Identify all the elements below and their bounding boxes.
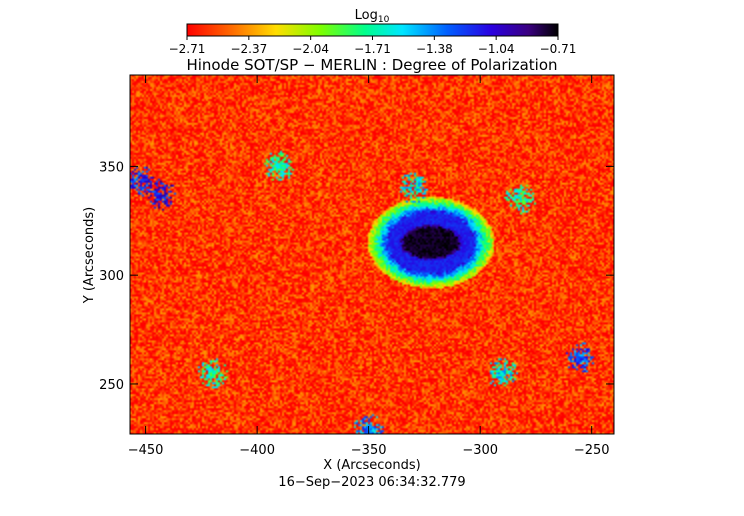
y-axis: 250 300 350 [99, 160, 614, 393]
colorbar-tick-label: −2.71 [169, 42, 206, 56]
y-tick-label: 300 [99, 269, 124, 284]
colorbar-tick-label: −1.38 [416, 42, 453, 56]
colorbar-tick-label: −2.37 [230, 42, 267, 56]
plot-frame [129, 74, 615, 435]
x-axis: −450 −400 −350 −300 −250 [128, 75, 610, 458]
colorbar-tick-label: −1.04 [478, 42, 515, 56]
y-axis-label: Y (Arcseconds) [82, 207, 97, 304]
y-tick-label: 250 [99, 378, 124, 393]
x-tick-label: −450 [128, 443, 164, 458]
colorbar-ticks: −2.71 −2.37 −2.04 −1.71 −1.38 −1.04 −0.71 [169, 36, 577, 56]
colorbar-label: Log10 [355, 8, 390, 25]
y-tick-label: 350 [99, 160, 124, 175]
x-tick-label: −300 [462, 443, 498, 458]
x-axis-label: X (Arcseconds) [323, 458, 420, 473]
colorbar [186, 23, 559, 37]
x-tick-label: −250 [574, 443, 610, 458]
footer-timestamp: 16−Sep−2023 06:34:32.779 [278, 475, 465, 490]
x-tick-label: −400 [239, 443, 275, 458]
polarization-map [130, 75, 614, 434]
colorbar-tick-label: −0.71 [540, 42, 577, 56]
colorbar-tick-label: −2.04 [292, 42, 329, 56]
colorbar-tick-label: −1.71 [354, 42, 391, 56]
chart-title: Hinode SOT/SP − MERLIN : Degree of Polar… [186, 56, 557, 74]
x-tick-label: −350 [351, 443, 387, 458]
